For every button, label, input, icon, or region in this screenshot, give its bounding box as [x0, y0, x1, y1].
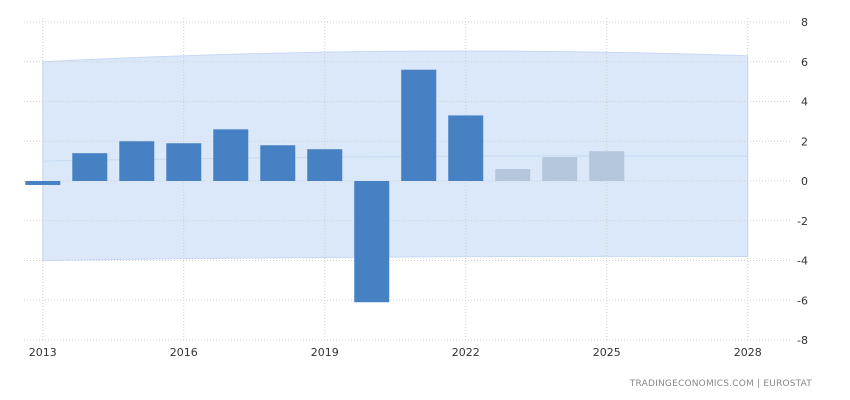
forecast-bar [542, 157, 578, 181]
x-tick-label: 2013 [29, 346, 57, 359]
actual-bar [307, 149, 343, 181]
y-tick-label: 8 [801, 16, 808, 29]
confidence-band-area [42, 50, 749, 262]
actual-bar [260, 145, 296, 181]
actual-bar [448, 115, 484, 181]
x-tick-label: 2028 [734, 346, 762, 359]
bars [25, 69, 625, 303]
y-tick-label: -6 [797, 294, 808, 307]
y-tick-label: -8 [797, 334, 808, 347]
actual-bar [166, 143, 202, 181]
actual-bar [25, 181, 61, 185]
confidence-band [42, 50, 749, 262]
x-tick-label: 2019 [311, 346, 339, 359]
x-tick-label: 2016 [170, 346, 198, 359]
actual-bar [72, 153, 108, 181]
actual-bar [401, 69, 437, 181]
x-tick-label: 2025 [593, 346, 621, 359]
y-tick-label: 6 [801, 56, 808, 69]
y-axis-ticks: 8 6 4 2 0 -2 -4 -6 -8 [797, 16, 808, 347]
x-axis-ticks: 2013 2016 2019 2022 2025 2028 [29, 346, 762, 359]
actual-bar [119, 141, 155, 181]
actual-bar [354, 181, 390, 303]
y-tick-label: -4 [797, 255, 808, 268]
forecast-bar [589, 151, 625, 181]
y-tick-label: 0 [801, 175, 808, 188]
source-label: TRADINGECONOMICS.COM | EUROSTAT [629, 379, 812, 389]
forecast-bar [495, 169, 531, 181]
x-tick-label: 2022 [452, 346, 480, 359]
actual-bar [213, 129, 249, 181]
y-tick-label: -2 [797, 215, 808, 228]
y-tick-label: 2 [801, 135, 808, 148]
y-tick-label: 4 [801, 96, 808, 109]
